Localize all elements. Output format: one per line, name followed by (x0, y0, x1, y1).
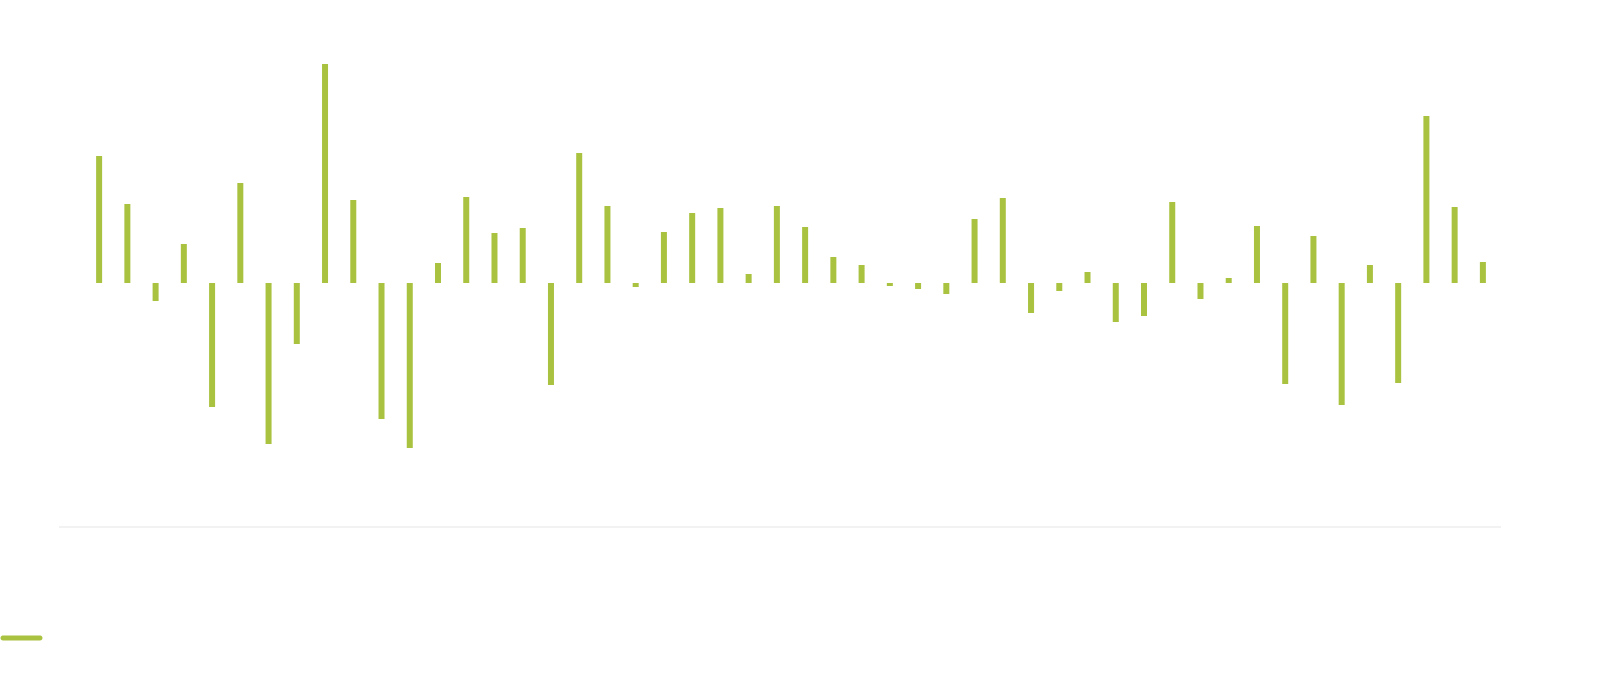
bar (1310, 236, 1317, 283)
bar (435, 263, 441, 283)
bar (971, 219, 978, 283)
bar (604, 206, 611, 283)
bar (1395, 283, 1402, 383)
bar (237, 183, 244, 283)
bar (209, 283, 216, 407)
bar (717, 208, 724, 283)
bar (886, 283, 893, 286)
bar (1282, 283, 1289, 384)
bar (519, 228, 526, 283)
bar (463, 197, 470, 283)
bar (745, 274, 752, 283)
bar (1225, 278, 1232, 283)
bar (265, 283, 272, 444)
bar (1084, 272, 1091, 283)
bar (293, 283, 300, 344)
bar (830, 257, 837, 283)
bar (180, 244, 187, 283)
bar (1338, 283, 1345, 405)
bar (1056, 283, 1063, 291)
bar (858, 265, 865, 283)
bar (1112, 283, 1119, 322)
bar (1028, 283, 1035, 313)
bar (1141, 283, 1147, 316)
bar (1451, 207, 1458, 283)
bar (152, 283, 159, 301)
bar (96, 156, 103, 283)
bar (491, 233, 498, 283)
bar (1197, 283, 1204, 299)
bar (1479, 262, 1486, 283)
bar (689, 213, 696, 283)
bar (773, 206, 780, 283)
bar (322, 64, 329, 283)
bar (547, 283, 554, 385)
bar (378, 283, 385, 419)
bar (1423, 116, 1430, 283)
bar (350, 200, 357, 283)
bar (1169, 202, 1176, 283)
bar (124, 204, 131, 283)
bar (943, 283, 950, 294)
bar (915, 283, 922, 289)
bar (406, 283, 413, 448)
bar (632, 283, 639, 287)
bar (999, 198, 1006, 283)
bar (660, 232, 667, 283)
bar (1366, 265, 1373, 283)
bar (576, 153, 583, 283)
bar (1253, 226, 1260, 283)
bar (802, 227, 809, 283)
